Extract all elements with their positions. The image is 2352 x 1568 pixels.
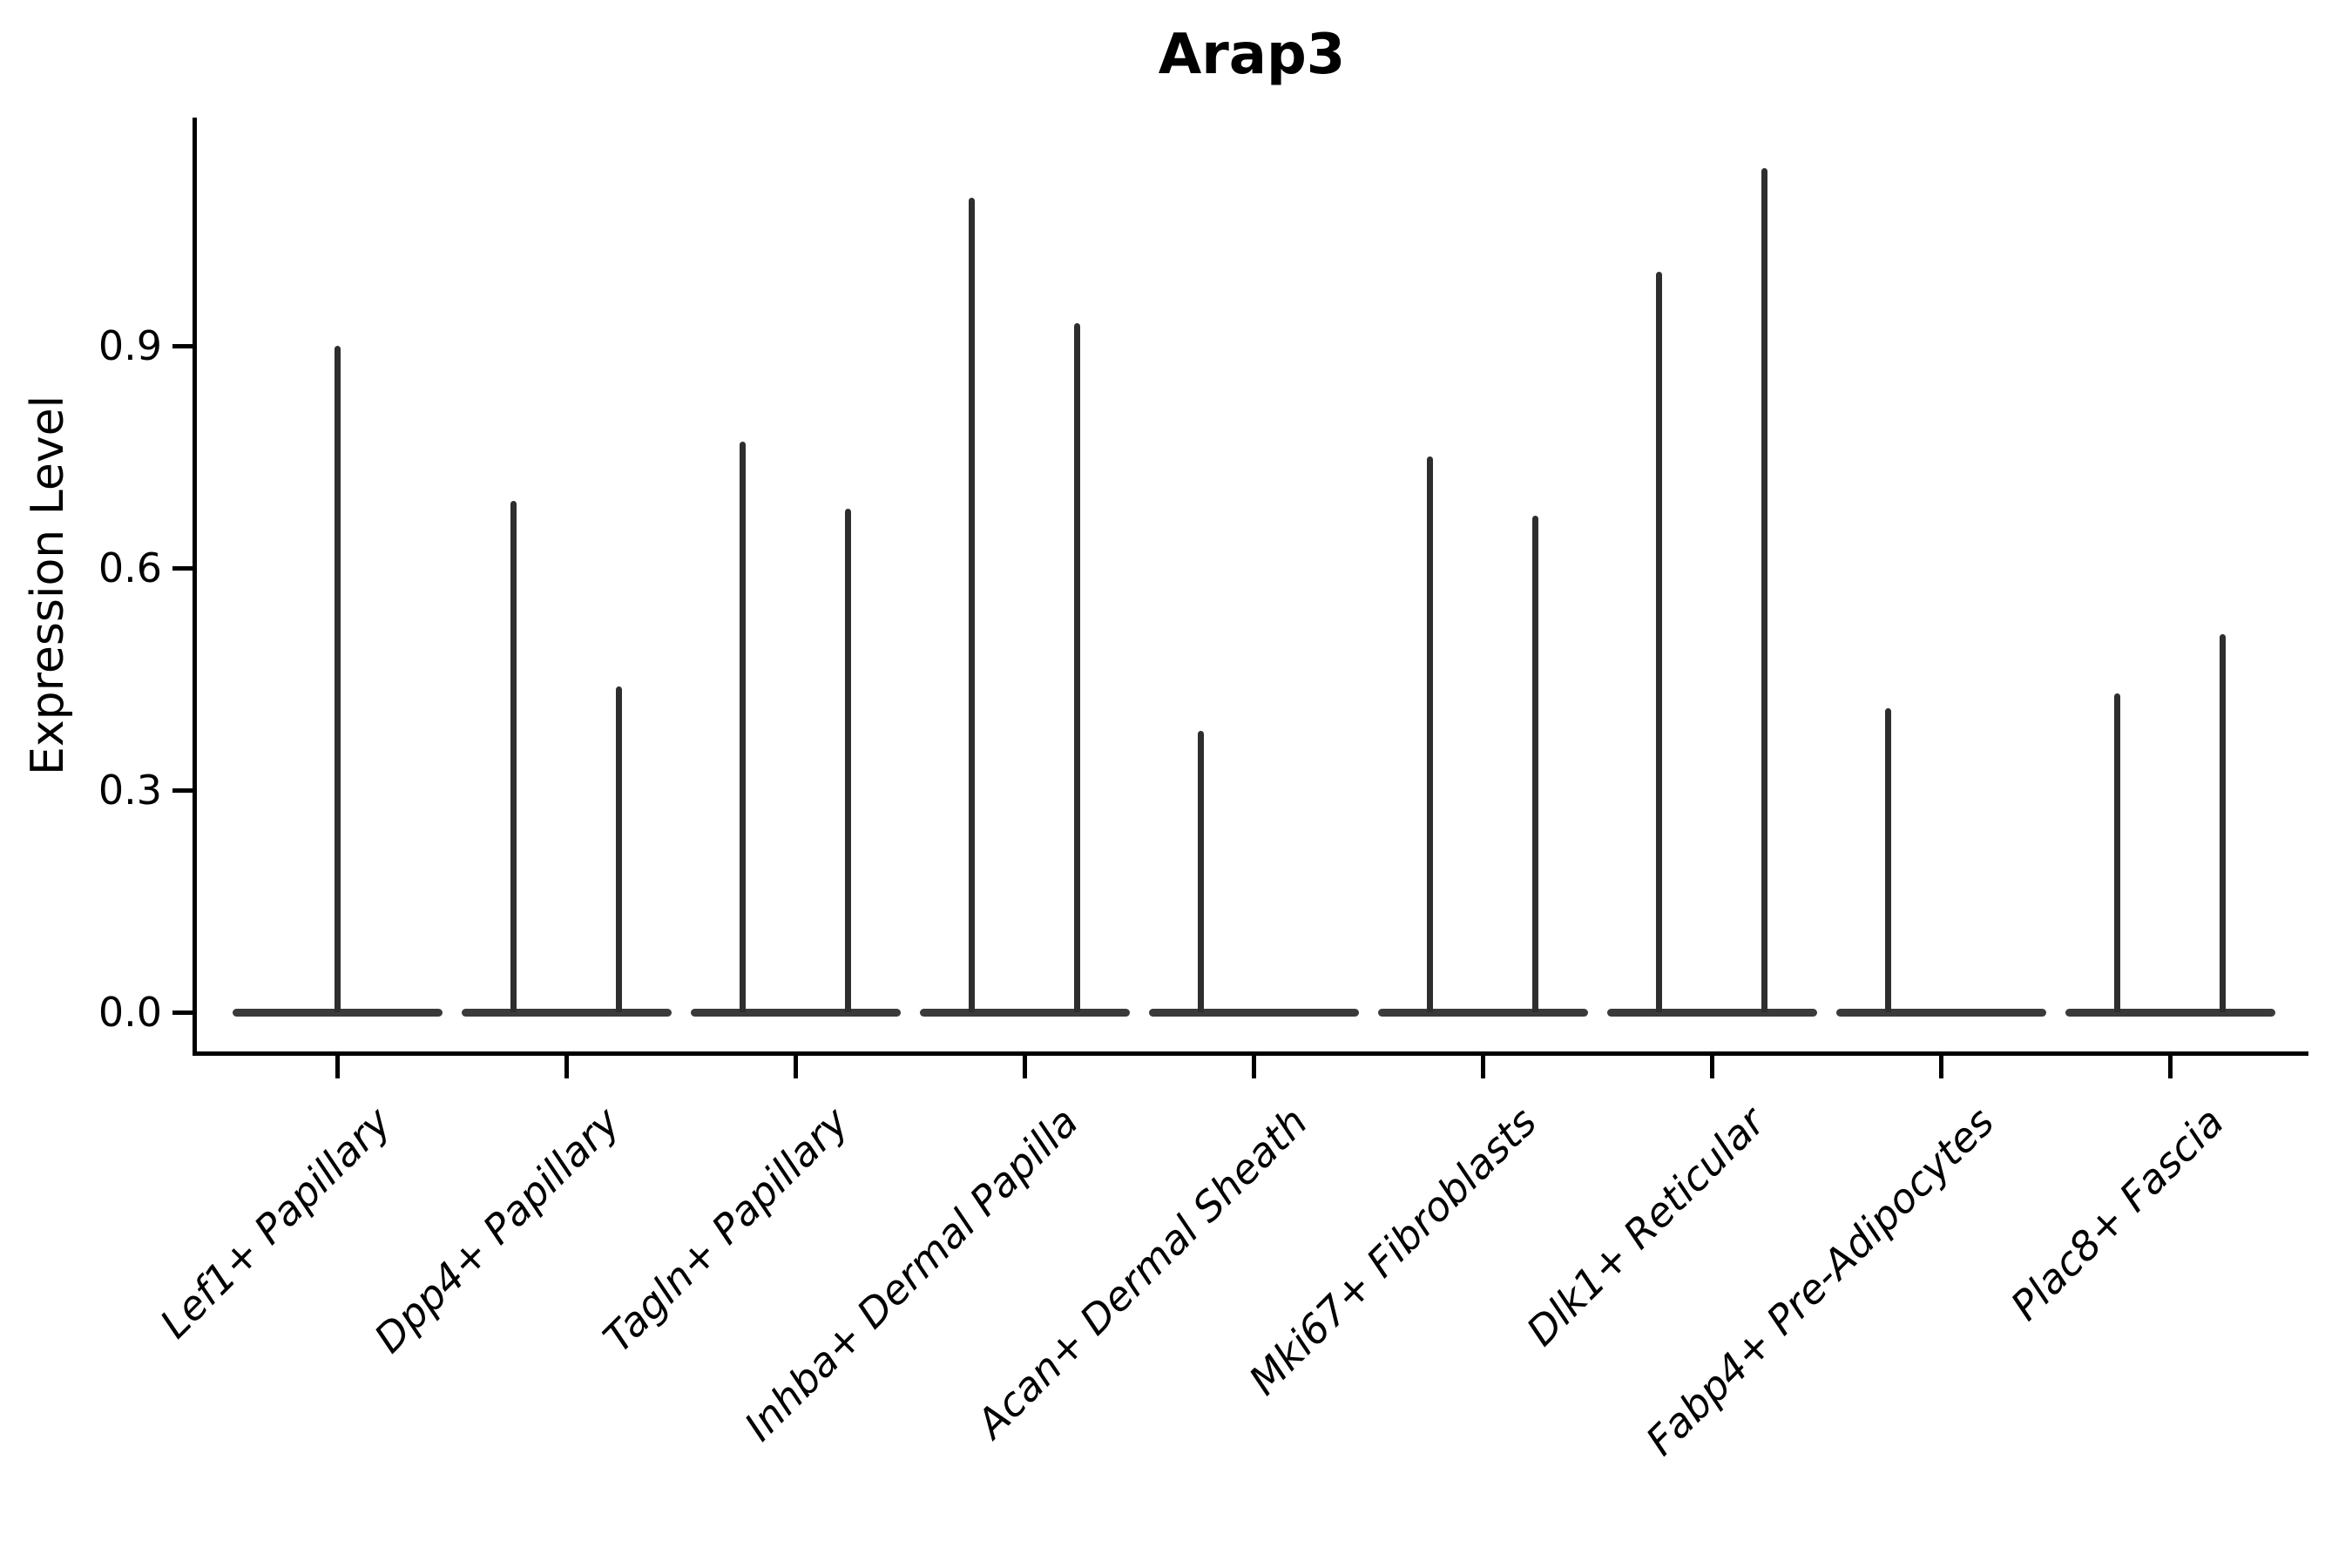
- violin-body: [1149, 1009, 1359, 1017]
- y-tick-mark: [172, 788, 196, 793]
- x-axis-category-label: Dpp4+ Papillary: [365, 1098, 629, 1362]
- plot-title: Arap3: [1158, 23, 1346, 87]
- y-tick-mark: [172, 344, 196, 348]
- x-tick-mark: [2168, 1054, 2173, 1078]
- violin-spike: [1532, 516, 1538, 1012]
- x-axis-category-label: Lef1+ Papillary: [150, 1098, 400, 1348]
- violin-spike: [616, 686, 622, 1012]
- x-tick-mark: [794, 1054, 798, 1078]
- violin-spike: [1656, 272, 1662, 1012]
- y-tick-label: 0.9: [98, 322, 162, 369]
- violin-body: [233, 1009, 443, 1017]
- violin-body: [1836, 1009, 2046, 1017]
- x-tick-mark: [1939, 1054, 1943, 1078]
- x-tick-mark: [335, 1054, 340, 1078]
- x-tick-mark: [1023, 1054, 1027, 1078]
- violin-spike: [845, 509, 851, 1012]
- violin-body: [920, 1009, 1130, 1017]
- violin-body: [2065, 1009, 2275, 1017]
- violin-spike: [1198, 731, 1204, 1012]
- violin-spike: [1761, 168, 1767, 1012]
- x-tick-mark: [1481, 1054, 1485, 1078]
- x-tick-mark: [1710, 1054, 1714, 1078]
- violin-spike: [2114, 693, 2120, 1012]
- violin-spike: [510, 501, 517, 1012]
- violin-spike: [1885, 708, 1891, 1012]
- violin-spike: [1427, 456, 1433, 1012]
- violin-spike: [2220, 634, 2226, 1012]
- x-tick-mark: [1252, 1054, 1256, 1078]
- x-axis-category-label: Dlk1+ Reticular: [1517, 1098, 1774, 1355]
- y-tick-label: 0.0: [98, 989, 162, 1036]
- x-tick-mark: [564, 1054, 569, 1078]
- violin-spike: [335, 346, 341, 1012]
- violin-spike: [969, 198, 975, 1012]
- y-axis-line: [193, 118, 197, 1056]
- violin-body: [691, 1009, 901, 1017]
- violin-body: [1378, 1009, 1588, 1017]
- y-tick-label: 0.3: [98, 767, 162, 814]
- x-axis-line: [193, 1051, 2308, 1056]
- y-tick-mark: [172, 1010, 196, 1015]
- x-axis-category-label: Tagln+ Papillary: [594, 1098, 858, 1362]
- violin-spike: [1074, 323, 1080, 1012]
- violin-body: [1607, 1009, 1817, 1017]
- x-axis-category-label: Plac8+ Fascia: [2001, 1098, 2233, 1329]
- violin-body: [462, 1009, 672, 1017]
- y-tick-label: 0.6: [98, 544, 162, 591]
- y-tick-mark: [172, 566, 196, 571]
- violin-spike: [740, 442, 746, 1012]
